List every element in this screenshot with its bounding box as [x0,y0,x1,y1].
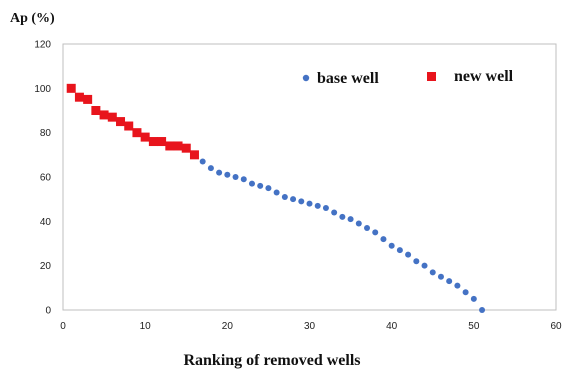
base-well-point [396,247,403,254]
base-well-point [273,189,280,196]
x-tick-label: 30 [304,321,316,332]
x-tick-label: 50 [468,321,480,332]
new-well-point [132,128,142,138]
x-axis-label: Ranking of removed wells [183,352,360,369]
base-well-point [216,169,223,176]
y-tick-label: 120 [34,40,51,51]
legend: base well new well [302,68,514,87]
new-well-point [107,112,117,122]
new-well-point [116,117,126,127]
x-tick-label: 20 [222,321,234,332]
legend-marker-base-well [302,74,310,82]
base-well-point [306,200,313,207]
new-well-point [74,92,84,102]
base-well-point [454,282,461,289]
base-well-point [405,251,412,258]
base-well-point [199,158,206,165]
new-well-point [173,141,183,151]
base-well-point [388,242,395,249]
base-well-point [470,295,477,302]
base-well-point [265,185,272,192]
base-well-point [290,196,297,203]
base-well-point [364,224,371,231]
new-well-point [66,83,76,93]
plot-area [62,43,557,311]
legend-label-new-well: new well [454,68,514,85]
new-well-point [91,106,101,115]
base-well-point [224,171,231,178]
base-well-point [322,205,329,212]
base-well-point [437,273,444,280]
legend-marker-new-well [427,72,436,81]
new-well-point [157,137,167,147]
y-axis-ticks: 0 20 40 60 80 100 120 [34,40,51,317]
y-axis-label: Ap (%) [10,11,55,26]
base-well-point [446,278,453,285]
base-well-point [248,180,255,187]
base-well-point [421,262,428,269]
y-tick-label: 80 [40,128,52,139]
base-well-point [372,229,379,236]
new-well-point [165,141,175,151]
new-well-point [99,110,109,120]
base-well-point [240,176,247,183]
x-axis-ticks: 0 10 20 30 40 50 60 [60,321,562,332]
base-well-point [281,193,288,200]
base-well-point [257,182,264,189]
y-tick-label: 100 [34,84,51,95]
base-well-point [298,198,305,205]
base-well-point [479,307,486,313]
base-well-point [207,165,214,172]
base-well-point [413,258,420,265]
new-well-point [181,143,191,153]
x-tick-label: 40 [386,321,398,332]
base-well-point [339,213,346,220]
base-well-point [355,220,362,227]
base-well-point [347,216,354,223]
x-tick-label: 0 [60,321,66,332]
data-points [66,83,486,313]
y-tick-label: 40 [40,217,52,228]
new-well-point [148,137,158,147]
base-well-point [380,236,387,243]
base-well-point [462,289,469,296]
base-well-point [232,174,239,180]
new-well-point [124,121,134,131]
base-well-point [314,202,321,209]
x-tick-label: 10 [140,321,152,332]
legend-label-base-well: base well [317,70,379,87]
new-well-point [189,150,199,160]
y-tick-label: 0 [45,306,51,317]
x-tick-label: 60 [550,321,562,332]
new-well-point [140,132,150,142]
y-tick-label: 60 [40,173,52,184]
base-well-point [429,269,436,276]
base-well-point [331,209,338,216]
y-tick-label: 20 [40,261,52,272]
new-well-point [83,94,93,104]
